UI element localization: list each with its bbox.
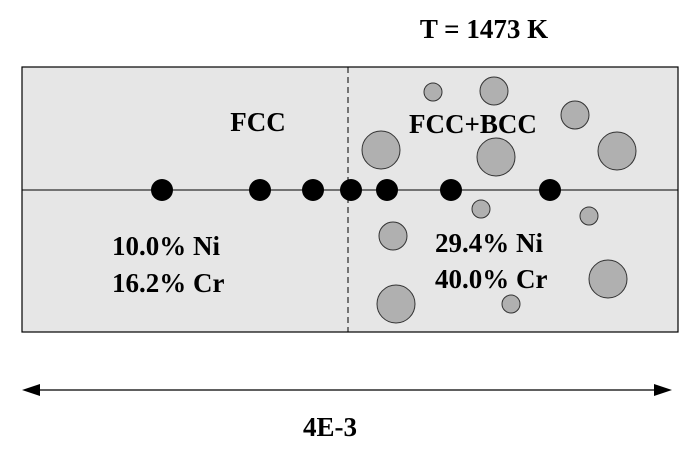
scale-arrow: [22, 384, 672, 396]
composition: 16.2% Cr: [112, 268, 224, 298]
sample-points: [151, 179, 561, 201]
composition: 10.0% Ni: [112, 231, 220, 261]
scale-label: 4E-3: [303, 412, 357, 442]
region-label: FCC: [230, 107, 286, 137]
composition: 29.4% Ni: [435, 228, 543, 258]
title: T = 1473 K: [420, 14, 548, 44]
bcc-particles: [361, 76, 637, 324]
composition: 40.0% Cr: [435, 264, 547, 294]
region-label: FCC+BCC: [409, 109, 537, 139]
